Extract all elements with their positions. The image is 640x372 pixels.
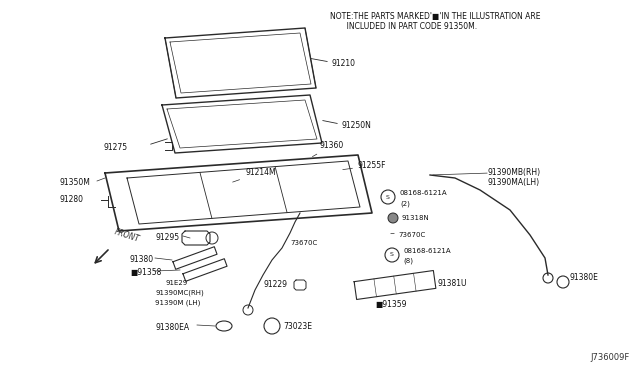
Text: 08168-6121A: 08168-6121A [403,248,451,254]
Text: INCLUDED IN PART CODE 91350M.: INCLUDED IN PART CODE 91350M. [330,22,477,31]
Text: 08168-6121A: 08168-6121A [400,190,447,196]
Text: 91275: 91275 [104,143,128,152]
Text: 73023E: 73023E [283,322,312,331]
Text: 91350M: 91350M [60,178,91,187]
Text: 91280: 91280 [60,195,84,204]
Text: 73670C: 73670C [398,232,425,238]
Text: 91390MC(RH): 91390MC(RH) [155,290,204,296]
Text: 91210: 91210 [332,59,356,68]
Text: 91255F: 91255F [343,161,387,170]
Text: FRONT: FRONT [113,227,141,244]
Circle shape [388,213,398,223]
Text: 91295: 91295 [155,233,179,242]
Text: 91360: 91360 [312,141,344,157]
Text: 91250N: 91250N [342,121,372,130]
Text: (2): (2) [400,200,410,206]
Text: 91381U: 91381U [437,279,467,288]
Text: 91380: 91380 [130,255,154,264]
Text: 91390M (LH): 91390M (LH) [155,300,200,307]
Text: 91390MB(RH): 91390MB(RH) [488,168,541,177]
Text: (8): (8) [403,258,413,264]
Text: ■91359: ■91359 [375,300,406,309]
Text: NOTE:THE PARTS MARKED'■'IN THE ILLUSTRATION ARE: NOTE:THE PARTS MARKED'■'IN THE ILLUSTRAT… [330,12,541,21]
Text: 91E29: 91E29 [165,280,188,286]
Text: ■91358: ■91358 [130,268,161,277]
Text: S: S [386,195,390,199]
Text: 91380E: 91380E [570,273,599,282]
Text: 91390MA(LH): 91390MA(LH) [488,178,540,187]
Text: 91380EA: 91380EA [155,323,189,332]
Text: 91214M: 91214M [232,168,276,182]
Text: 91318N: 91318N [402,215,429,221]
Text: S: S [390,253,394,257]
Text: 91229: 91229 [264,280,288,289]
Text: 73670C: 73670C [290,240,317,246]
Text: J736009F: J736009F [591,353,630,362]
